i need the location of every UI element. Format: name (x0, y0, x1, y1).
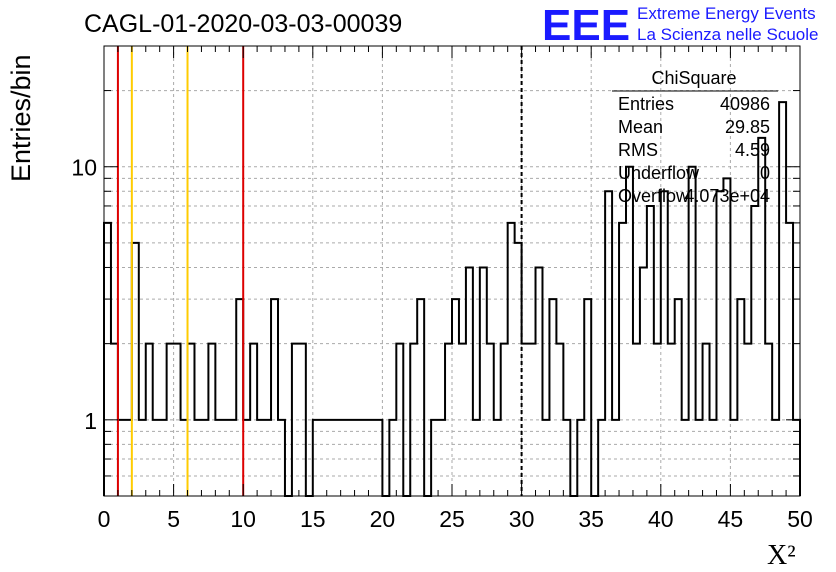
stat-value-mean: 29.85 (724, 117, 770, 137)
tick-labels: 0 5 10 15 20 25 30 35 40 45 50 1 10 (71, 155, 812, 532)
stat-label-rms: RMS (618, 140, 658, 160)
x-tick-label: 0 (98, 506, 111, 532)
eee-logo: EEE (542, 2, 630, 46)
y-axis-label: Entries/bin (6, 54, 36, 182)
svg-text:EEE: EEE (542, 2, 630, 46)
stat-label-overflow: Overflow (618, 186, 690, 206)
stat-label-mean: Mean (618, 117, 664, 137)
reference-lines (116, 46, 778, 496)
x-tick-label: 15 (300, 506, 326, 532)
axis-ticks (103, 46, 801, 496)
stats-box-title: ChiSquare (651, 68, 737, 88)
x-tick-label: 35 (578, 506, 604, 532)
stat-value-rms: 4.59 (734, 140, 770, 160)
stat-value-entries: 40986 (719, 94, 770, 114)
histogram-line (103, 101, 801, 497)
histogram-series (103, 101, 801, 497)
x-axis-label: X² (767, 540, 796, 571)
x-tick-label: 50 (787, 506, 813, 532)
stat-value-overflow: 4.073e+04 (684, 186, 770, 206)
y-tick-label: 10 (71, 155, 97, 181)
x-tick-label: 45 (718, 506, 744, 532)
x-tick-label: 5 (167, 506, 180, 532)
x-tick-label: 40 (648, 506, 674, 532)
x-tick-label: 10 (230, 506, 256, 532)
x-tick-label: 30 (509, 506, 535, 532)
stat-value-underflow: 0 (759, 163, 770, 183)
y-tick-label: 1 (84, 408, 97, 434)
x-tick-label: 25 (439, 506, 465, 532)
chart-title: CAGL-01-2020-03-03-00039 (84, 10, 403, 38)
x-tick-label: 20 (370, 506, 396, 532)
logo-line-1: Extreme Energy Events (637, 4, 816, 23)
logo-line-2: La Scienza nelle Scuole (637, 25, 819, 44)
stat-label-entries: Entries (618, 94, 675, 114)
stat-label-underflow: Underflow (618, 163, 700, 183)
